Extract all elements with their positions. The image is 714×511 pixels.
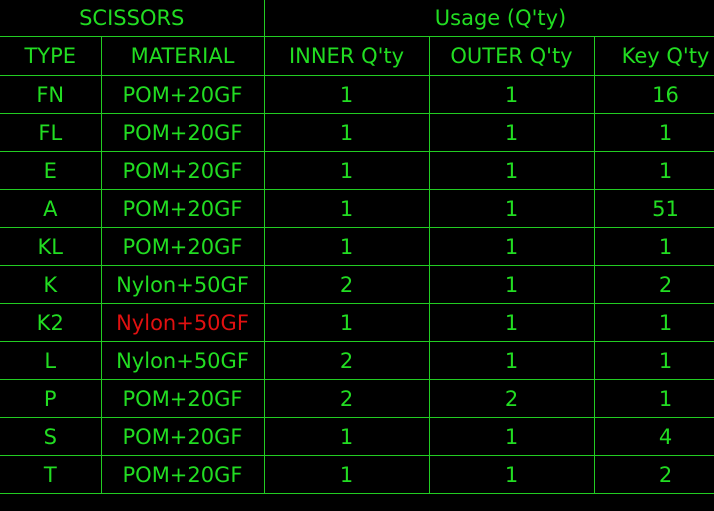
outer-qty-cell: 1: [428, 265, 595, 304]
inner-qty-cell: 2: [263, 379, 430, 418]
outer-qty-cell: 1: [428, 189, 595, 228]
material-cell: Nylon+50GF: [100, 265, 265, 304]
key-qty-cell: 51: [593, 189, 714, 228]
key-qty-cell: 4: [593, 417, 714, 456]
outer-qty-cell: 1: [428, 113, 595, 152]
key-qty-cell: 1: [593, 113, 714, 152]
table-row: FL POM+20GF 1 1 1: [0, 113, 714, 152]
material-cell: POM+20GF: [100, 113, 265, 152]
key-qty-cell: 16: [593, 75, 714, 114]
type-cell: L: [0, 341, 102, 380]
group-header-row: SCISSORS Usage (Q'ty): [0, 0, 714, 37]
type-cell: K: [0, 265, 102, 304]
key-qty-cell: 2: [593, 265, 714, 304]
table-row: L Nylon+50GF 2 1 1: [0, 341, 714, 380]
inner-qty-cell: 1: [263, 455, 430, 494]
table-row: E POM+20GF 1 1 1: [0, 151, 714, 190]
outer-qty-cell: 2: [428, 379, 595, 418]
column-header-row: TYPE MATERIAL INNER Q'ty OUTER Q'ty Key …: [0, 36, 714, 76]
table-row: P POM+20GF 2 2 1: [0, 379, 714, 418]
outer-qty-cell: 1: [428, 455, 595, 494]
type-cell: K2: [0, 303, 102, 342]
inner-qty-cell: 2: [263, 265, 430, 304]
inner-qty-cell: 1: [263, 417, 430, 456]
inner-qty-cell: 1: [263, 189, 430, 228]
material-cell: POM+20GF: [100, 151, 265, 190]
outer-qty-cell: 1: [428, 417, 595, 456]
column-header-inner-qty: INNER Q'ty: [263, 36, 430, 76]
inner-qty-cell: 1: [263, 113, 430, 152]
table-row: K2 Nylon+50GF 1 1 1: [0, 303, 714, 342]
table-row: K Nylon+50GF 2 1 2: [0, 265, 714, 304]
inner-qty-cell: 1: [263, 75, 430, 114]
outer-qty-cell: 1: [428, 75, 595, 114]
outer-qty-cell: 1: [428, 341, 595, 380]
material-cell: Nylon+50GF: [100, 303, 265, 342]
material-cell: POM+20GF: [100, 455, 265, 494]
group-header-usage: Usage (Q'ty): [263, 0, 714, 37]
table-row: T POM+20GF 1 1 2: [0, 455, 714, 494]
column-header-key-qty: Key Q'ty: [593, 36, 714, 76]
key-qty-cell: 2: [593, 455, 714, 494]
table-row: KL POM+20GF 1 1 1: [0, 227, 714, 266]
material-cell: POM+20GF: [100, 417, 265, 456]
column-header-material: MATERIAL: [100, 36, 265, 76]
material-cell: POM+20GF: [100, 189, 265, 228]
scissors-usage-table: SCISSORS Usage (Q'ty) TYPE MATERIAL INNE…: [0, 0, 714, 494]
material-cell: POM+20GF: [100, 379, 265, 418]
type-cell: KL: [0, 227, 102, 266]
inner-qty-cell: 1: [263, 227, 430, 266]
table-row: FN POM+20GF 1 1 16: [0, 75, 714, 114]
material-cell: POM+20GF: [100, 227, 265, 266]
inner-qty-cell: 2: [263, 341, 430, 380]
key-qty-cell: 1: [593, 303, 714, 342]
outer-qty-cell: 1: [428, 227, 595, 266]
inner-qty-cell: 1: [263, 151, 430, 190]
type-cell: E: [0, 151, 102, 190]
key-qty-cell: 1: [593, 379, 714, 418]
outer-qty-cell: 1: [428, 303, 595, 342]
table-row: A POM+20GF 1 1 51: [0, 189, 714, 228]
table-row: S POM+20GF 1 1 4: [0, 417, 714, 456]
key-qty-cell: 1: [593, 151, 714, 190]
type-cell: FN: [0, 75, 102, 114]
inner-qty-cell: 1: [263, 303, 430, 342]
group-header-scissors: SCISSORS: [0, 0, 265, 37]
type-cell: FL: [0, 113, 102, 152]
outer-qty-cell: 1: [428, 151, 595, 190]
material-cell: POM+20GF: [100, 75, 265, 114]
type-cell: S: [0, 417, 102, 456]
key-qty-cell: 1: [593, 341, 714, 380]
type-cell: A: [0, 189, 102, 228]
key-qty-cell: 1: [593, 227, 714, 266]
type-cell: T: [0, 455, 102, 494]
column-header-outer-qty: OUTER Q'ty: [428, 36, 595, 76]
column-header-type: TYPE: [0, 36, 102, 76]
type-cell: P: [0, 379, 102, 418]
material-cell: Nylon+50GF: [100, 341, 265, 380]
